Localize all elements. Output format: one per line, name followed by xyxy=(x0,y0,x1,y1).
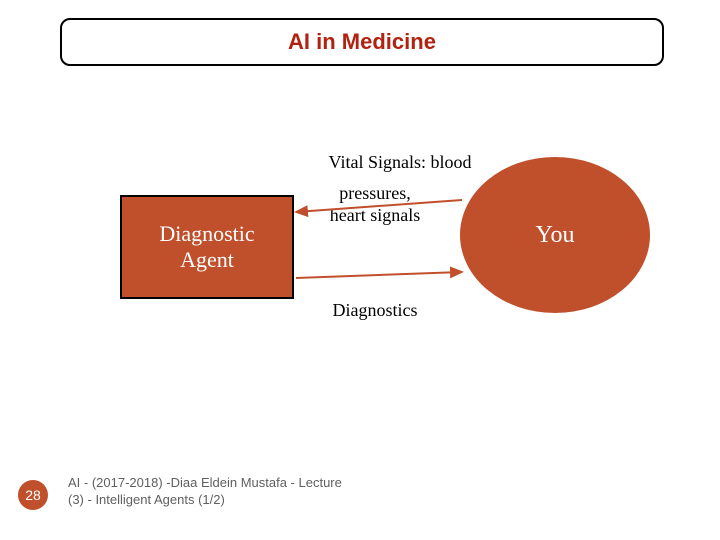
you-text: You xyxy=(536,222,575,249)
diagnostic-agent-text: DiagnosticAgent xyxy=(159,221,254,274)
arrow-bottom xyxy=(296,272,462,278)
footer-text-content: AI - (2017-2018) -Diaa Eldein Mustafa - … xyxy=(68,475,342,507)
footer-text: AI - (2017-2018) -Diaa Eldein Mustafa - … xyxy=(68,475,398,509)
diagnostics-text: Diagnostics xyxy=(333,300,418,320)
slide-number-badge: 28 xyxy=(18,480,48,510)
vital-signals-text: Vital Signals: blood xyxy=(329,152,472,172)
slide-number-text: 28 xyxy=(25,487,41,503)
pressures-label: pressures, heart signals xyxy=(310,183,440,226)
you-circle: You xyxy=(460,157,650,313)
pressures-line2: heart signals xyxy=(330,205,420,225)
diagnostic-agent-box: DiagnosticAgent xyxy=(120,195,294,299)
vital-signals-label: Vital Signals: blood xyxy=(300,152,500,173)
title-box: AI in Medicine xyxy=(60,18,664,66)
pressures-line1: pressures, xyxy=(339,183,410,203)
diagnostics-label: Diagnostics xyxy=(310,300,440,321)
title-text: AI in Medicine xyxy=(288,29,436,55)
